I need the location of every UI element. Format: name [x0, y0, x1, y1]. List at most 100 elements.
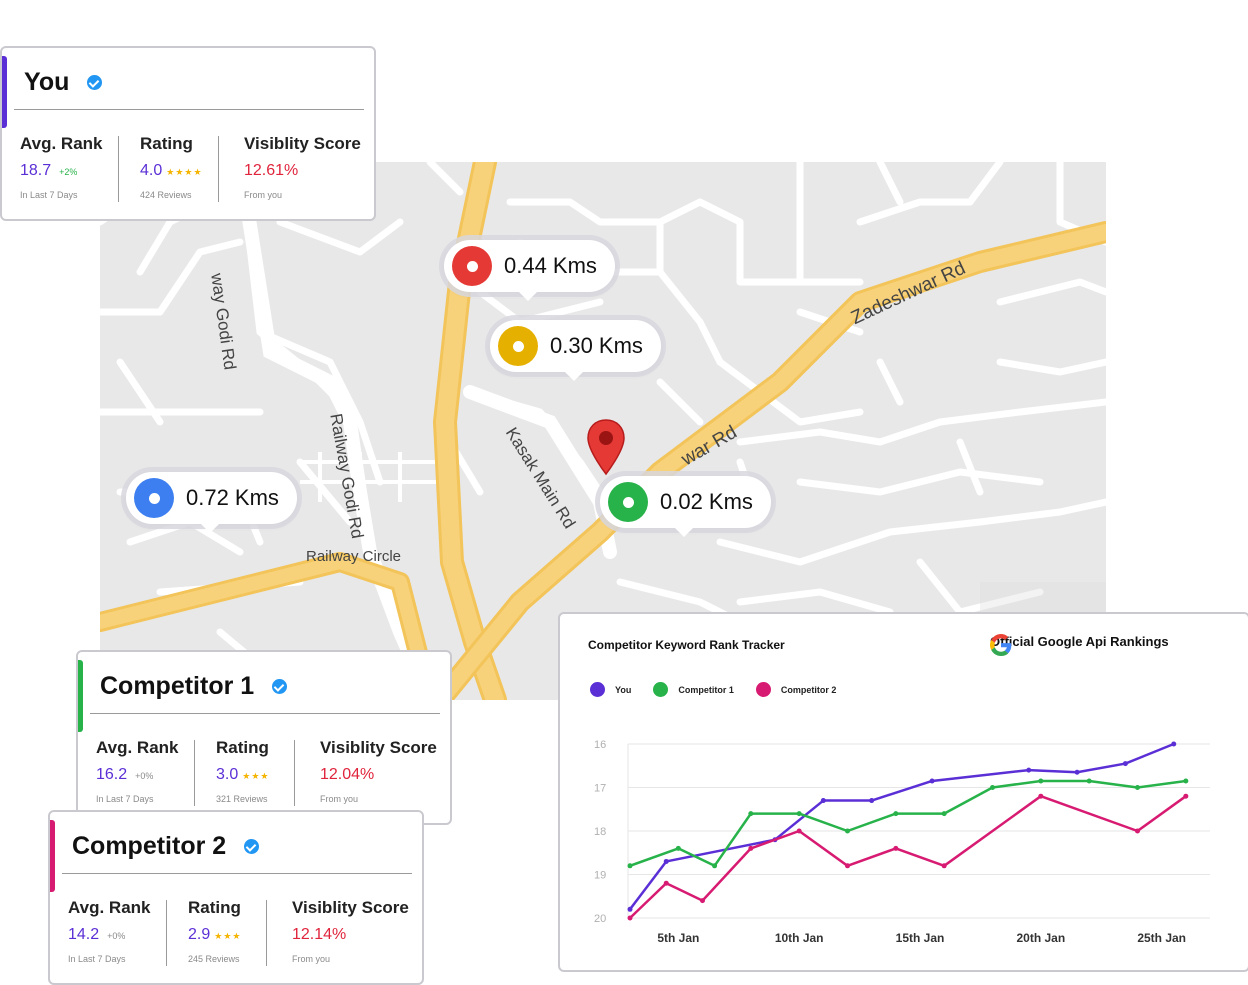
legend-label: You	[615, 684, 632, 695]
avg-rank-stat: Avg. Rank 18.7 +2% In Last 7 Days	[20, 134, 103, 200]
visibility-subtext: From you	[292, 954, 331, 964]
legend-item-you[interactable]: You	[590, 682, 631, 697]
rating-value: 2.9	[188, 926, 211, 943]
data-point	[845, 863, 850, 869]
distance-pin-blue[interactable]: 0.72 Kms	[126, 472, 297, 533]
distance-label: 0.44 Kms	[504, 253, 597, 278]
avg-rank-subtext: In Last 7 Days	[68, 954, 126, 964]
legend-swatch	[755, 682, 771, 697]
data-point	[941, 811, 947, 817]
series-line-you	[629, 742, 1175, 911]
data-point	[1074, 769, 1080, 775]
avg-rank-value: 18.7	[20, 162, 52, 179]
distance-pin-green[interactable]: 0.02 Kms	[600, 476, 771, 537]
google-api-badge: Official Google Api Rankings	[990, 634, 1169, 656]
verified-badge-icon	[87, 75, 103, 90]
x-tick-label: 10th Jan	[775, 931, 824, 945]
data-point	[796, 811, 802, 817]
data-point	[1135, 785, 1140, 790]
rating-subtext: 424 Reviews	[140, 190, 192, 200]
distance-label: 0.72 Kms	[186, 485, 279, 510]
card-accent-bar	[78, 660, 83, 732]
data-point	[1135, 828, 1140, 834]
pin-red-icon	[452, 246, 492, 286]
avg-rank-label: Avg. Rank	[68, 898, 151, 917]
verified-badge-icon	[244, 839, 260, 854]
visibility-stat: Visiblity Score 12.61% From you	[244, 134, 361, 200]
data-point	[1038, 778, 1044, 784]
divider	[218, 136, 219, 202]
business-name: Competitor 2	[72, 832, 227, 860]
divider	[266, 900, 267, 966]
data-point	[627, 863, 633, 869]
data-point	[893, 811, 899, 817]
rating-stat: Rating 4.0 ★★★★ 424 Reviews	[140, 134, 203, 200]
google-logo-icon	[990, 634, 1012, 656]
data-point	[748, 811, 754, 817]
google-api-label: Official Google Api Rankings	[990, 634, 1169, 649]
divider	[14, 109, 364, 110]
business-card-competitor-1[interactable]: Competitor 1 Avg. Rank 16.2 +0% In Last 7…	[76, 650, 452, 825]
divider	[62, 873, 412, 874]
distance-label: 0.30 Kms	[550, 333, 643, 358]
legend-item-competitor-1[interactable]: Competitor 1	[653, 682, 734, 697]
divider	[194, 740, 195, 806]
data-point	[1171, 741, 1177, 747]
data-point	[627, 906, 633, 912]
visibility-label: Visiblity Score	[292, 898, 409, 917]
rating-value: 4.0	[140, 162, 163, 179]
legend-item-competitor-2[interactable]: Competitor 2	[755, 682, 837, 697]
avg-rank-value: 14.2	[68, 926, 100, 943]
visibility-subtext: From you	[244, 190, 283, 200]
pin-yellow-icon	[498, 326, 538, 366]
pin-blue-icon	[134, 478, 174, 518]
rating-subtext: 321 Reviews	[216, 794, 268, 804]
rank-tracker-card: Competitor Keyword Rank Tracker Official…	[558, 612, 1248, 972]
data-point	[1038, 793, 1044, 799]
verified-badge-icon	[272, 679, 288, 694]
legend-swatch	[590, 682, 605, 697]
data-point	[663, 858, 669, 864]
business-name: You	[24, 68, 70, 96]
rating-value: 3.0	[216, 766, 239, 783]
chart-title: Competitor Keyword Rank Tracker	[588, 638, 785, 652]
distance-pin-yellow[interactable]: 0.30 Kms	[490, 320, 661, 381]
y-tick-label: 20	[594, 913, 606, 925]
divider	[294, 740, 295, 806]
legend-label: Competitor 2	[780, 684, 837, 695]
x-tick-label: 15th Jan	[896, 931, 945, 945]
business-card-competitor-2[interactable]: Competitor 2 Avg. Rank 14.2 +0% In Last 7…	[48, 810, 424, 985]
data-point	[796, 828, 802, 834]
data-point	[712, 863, 718, 869]
visibility-stat: Visiblity Score 12.04% From you	[320, 738, 437, 804]
distance-pin-red[interactable]: 0.44 Kms	[444, 240, 615, 301]
rating-label: Rating	[140, 134, 193, 153]
map-view[interactable]: way Godi Rd Railway Godi Rd Kasak Main R…	[100, 162, 1106, 700]
legend-label: Competitor 1	[678, 684, 734, 695]
location-marker-icon[interactable]	[586, 418, 626, 476]
data-point	[893, 845, 899, 851]
divider	[118, 136, 119, 202]
avg-rank-label: Avg. Rank	[20, 134, 103, 153]
card-title: You	[24, 68, 103, 97]
data-point	[1183, 778, 1189, 784]
data-point	[1183, 793, 1189, 799]
chart-legend: You Competitor 1 Competitor 2	[590, 682, 858, 697]
data-point	[627, 915, 633, 921]
business-card-you[interactable]: You Avg. Rank 18.7 +2% In Last 7 Days Rat…	[0, 46, 376, 221]
pin-green-icon	[608, 482, 648, 522]
business-name: Competitor 1	[100, 672, 255, 700]
data-point	[869, 798, 875, 804]
data-point	[1086, 778, 1092, 784]
card-title: Competitor 1	[100, 672, 288, 701]
visibility-subtext: From you	[320, 794, 359, 804]
data-point	[929, 778, 935, 784]
visibility-value: 12.61%	[244, 162, 299, 179]
star-rating-icon: ★★★★	[166, 167, 203, 177]
data-point	[748, 845, 754, 851]
visibility-stat: Visiblity Score 12.14% From you	[292, 898, 409, 964]
card-title: Competitor 2	[72, 832, 260, 861]
data-point	[1122, 761, 1128, 767]
avg-rank-subtext: In Last 7 Days	[96, 794, 154, 804]
avg-rank-change: +2%	[59, 167, 78, 177]
